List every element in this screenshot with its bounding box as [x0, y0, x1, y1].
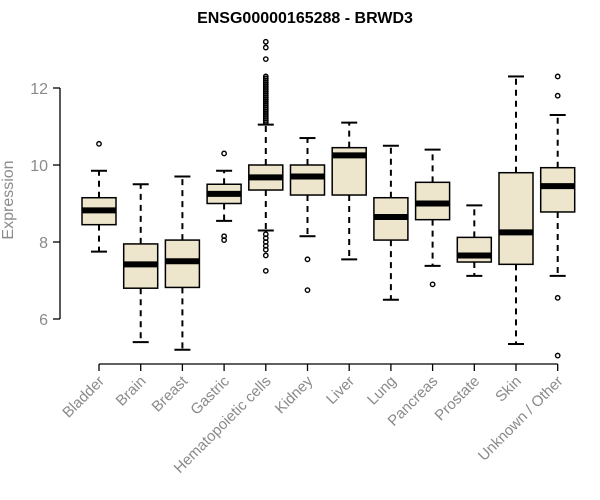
y-tick-label: 10 [30, 158, 48, 175]
outlier-point [262, 38, 269, 45]
box-group [331, 121, 367, 261]
chart-title: ENSG00000165288 - BRWD3 [197, 10, 413, 27]
outlier-point [304, 256, 311, 263]
outlier-point [262, 117, 269, 124]
outlier-point [262, 56, 269, 63]
y-tick-label: 8 [39, 235, 48, 252]
box-group [498, 75, 534, 346]
box-group [373, 144, 409, 301]
box-group [456, 204, 493, 277]
box-group [289, 137, 326, 294]
y-tick-label: 6 [39, 312, 48, 329]
x-tick-label: Brain [113, 373, 150, 410]
iqr-box [539, 166, 576, 213]
box-group [122, 183, 159, 344]
x-tick-label: Bladder [59, 373, 108, 422]
box-group [414, 148, 451, 288]
x-tick-label: Breast [149, 372, 192, 415]
x-tick-label: Skin [492, 373, 525, 406]
x-tick-label: Prostate [432, 373, 484, 425]
outlier-point [96, 140, 102, 147]
outlier-point [221, 150, 228, 157]
y-axis-label: Expression [0, 160, 17, 239]
box-group [206, 150, 242, 243]
outlier-point [304, 287, 311, 294]
box-group [81, 140, 117, 253]
outlier-point [554, 352, 561, 359]
iqr-box [289, 164, 326, 196]
outlier-point [262, 246, 269, 253]
outlier-point [554, 92, 561, 99]
outlier-point [262, 267, 269, 274]
outlier-point [262, 119, 269, 126]
outlier-point [429, 281, 436, 288]
y-axis: 6 8 10 12 [30, 81, 61, 329]
box-group [539, 73, 576, 359]
outlier-point [554, 73, 561, 80]
x-tick-label: Liver [323, 373, 358, 408]
box-group [164, 175, 201, 351]
outlier-point [262, 252, 269, 259]
box-group [248, 38, 284, 274]
x-tick-label: Kidney [272, 372, 317, 417]
outlier-point [262, 44, 269, 51]
outlier-point [554, 294, 561, 301]
outlier-point [221, 237, 228, 243]
x-tick-label: Lung [364, 373, 400, 409]
plot-area [81, 38, 576, 359]
iqr-box [498, 171, 534, 266]
y-tick-label: 12 [30, 81, 48, 98]
